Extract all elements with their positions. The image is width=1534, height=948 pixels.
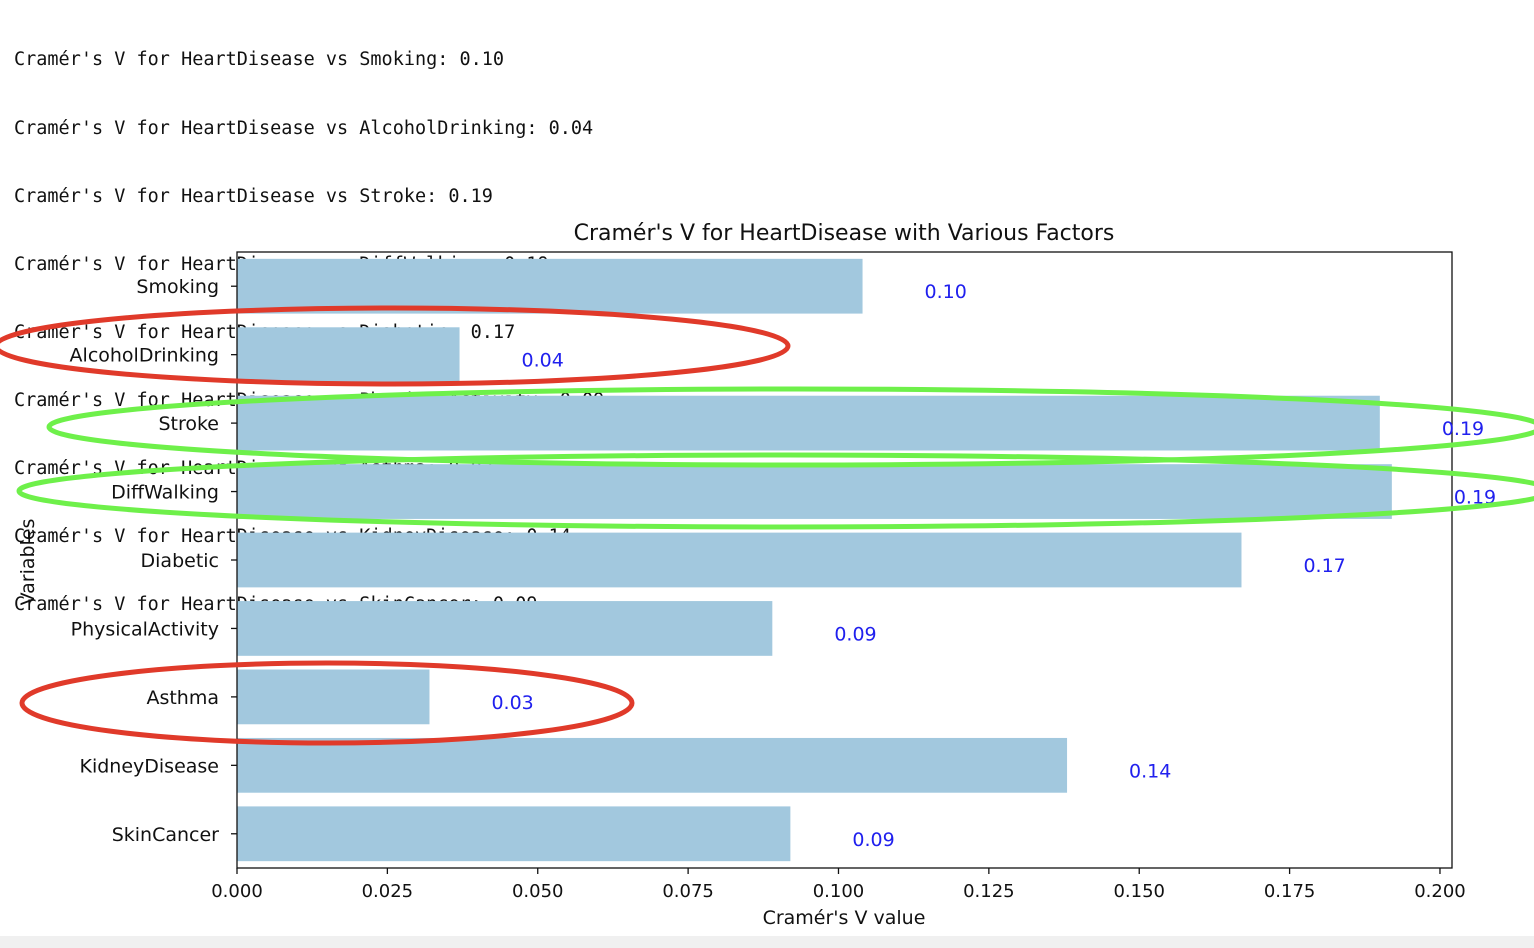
y-tick-label-skincancer: SkinCancer bbox=[112, 824, 219, 846]
y-tick-label-diffwalking: DiffWalking bbox=[111, 482, 219, 504]
chart-title: Cramér's V for HeartDisease with Various… bbox=[574, 221, 1115, 246]
bar-skincancer bbox=[237, 806, 791, 862]
bar-diffwalking bbox=[237, 464, 1392, 519]
x-tick-label: 0.075 bbox=[662, 881, 714, 902]
x-tick-label: 0.125 bbox=[963, 881, 1015, 902]
data-label-kidneydisease: 0.14 bbox=[1129, 760, 1171, 782]
x-tick-label: 0.025 bbox=[362, 881, 414, 902]
highlight-annotations bbox=[0, 305, 1534, 746]
highlight-ellipse-stroke bbox=[46, 386, 1534, 468]
y-tick-label-diabetic: Diabetic bbox=[141, 550, 219, 572]
y-tick-label-stroke: Stroke bbox=[158, 413, 219, 435]
data-label-physicalactivity: 0.09 bbox=[834, 623, 876, 645]
bar-diabetic bbox=[237, 532, 1242, 588]
x-tick-label: 0.175 bbox=[1264, 881, 1316, 902]
y-tick-label-asthma: Asthma bbox=[146, 687, 219, 709]
data-labels: 0.100.040.190.190.170.090.030.140.09 bbox=[491, 281, 1496, 851]
highlight-ellipse-alcoholdrinking bbox=[0, 305, 791, 387]
bar-kidneydisease bbox=[237, 737, 1068, 793]
y-tick-label-physicalactivity: PhysicalActivity bbox=[71, 618, 219, 640]
bars-layer bbox=[237, 258, 1392, 862]
data-label-stroke: 0.19 bbox=[1442, 418, 1484, 440]
x-axis-label: Cramér's V value bbox=[763, 907, 926, 929]
y-tick-label-alcoholdrinking: AlcoholDrinking bbox=[70, 345, 219, 367]
x-tick-label: 0.050 bbox=[512, 881, 564, 902]
data-label-smoking: 0.10 bbox=[925, 281, 967, 303]
x-axis: 0.000 0.025 0.050 0.075 0.100 0.125 0.150 0.175… bbox=[211, 868, 1466, 902]
output-line: Cramér's V for HeartDisease vs Stroke: 0… bbox=[14, 185, 493, 207]
x-tick-label: 0.000 bbox=[211, 881, 263, 902]
data-label-asthma: 0.03 bbox=[491, 692, 533, 714]
x-tick-label: 0.200 bbox=[1414, 881, 1466, 902]
y-axis: Smoking AlcoholDrinking Stroke DiffWalking D… bbox=[70, 276, 237, 846]
x-tick-label: 0.100 bbox=[813, 881, 865, 902]
y-tick-label-smoking: Smoking bbox=[136, 276, 219, 298]
data-label-skincancer: 0.09 bbox=[852, 829, 894, 851]
bar-asthma bbox=[237, 669, 430, 725]
output-line: Cramér's V for HeartDisease vs Smoking: … bbox=[14, 49, 505, 71]
bar-smoking bbox=[237, 258, 863, 314]
y-axis-label: Variables bbox=[17, 519, 39, 606]
data-label-diabetic: 0.17 bbox=[1303, 555, 1345, 577]
bar-physicalactivity bbox=[237, 601, 773, 656]
output-line: Cramér's V for HeartDisease vs AlcoholDr… bbox=[14, 117, 594, 139]
data-label-alcoholdrinking: 0.04 bbox=[522, 350, 564, 372]
x-tick-label: 0.150 bbox=[1113, 881, 1165, 902]
bar-stroke bbox=[237, 395, 1380, 451]
highlight-ellipse-diffwalking bbox=[16, 452, 1534, 530]
highlight-ellipse-asthma bbox=[19, 660, 635, 746]
y-tick-label-kidneydisease: KidneyDisease bbox=[79, 755, 219, 777]
bar-alcoholdrinking bbox=[237, 327, 460, 383]
